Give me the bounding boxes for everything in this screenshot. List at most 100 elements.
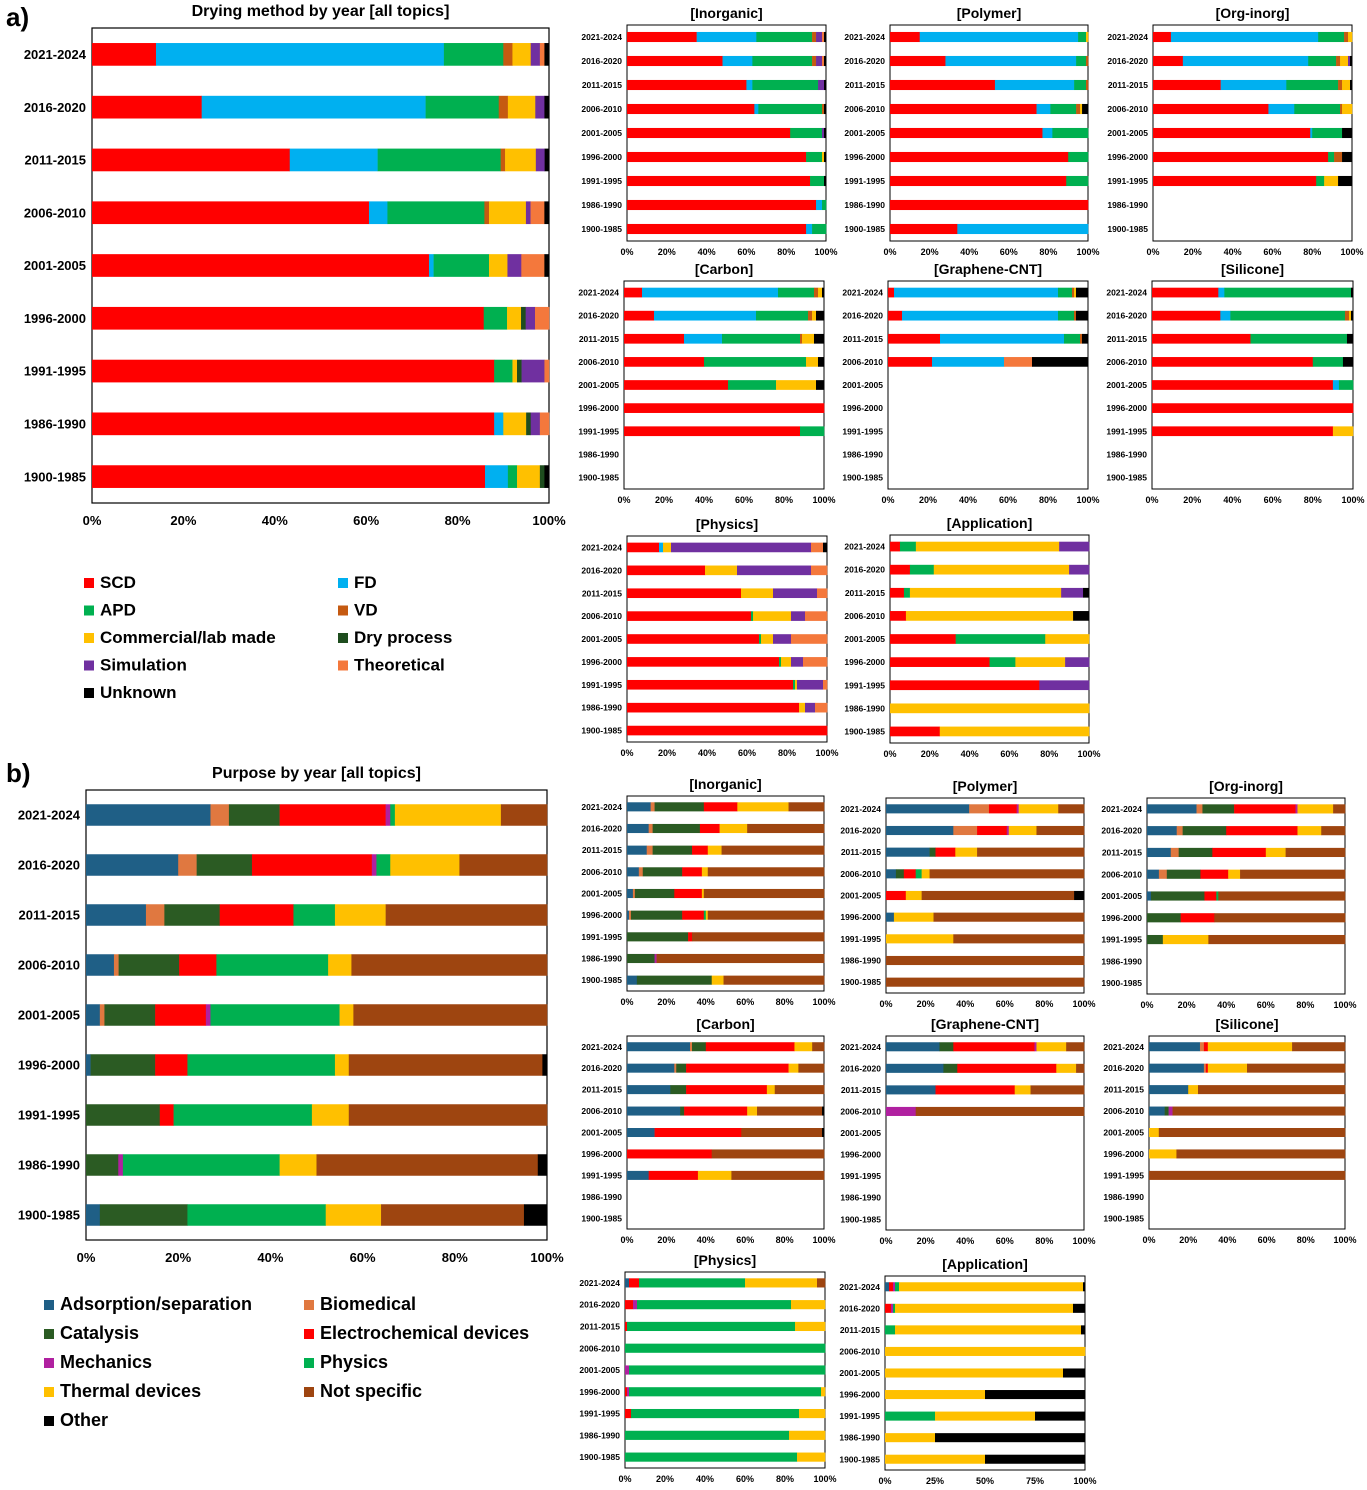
bar-segment [1147, 826, 1177, 836]
category-label: 1986-1990 [844, 200, 885, 210]
bar-segment [684, 333, 723, 344]
category-label: 1986-1990 [1106, 449, 1147, 459]
x-tick-label: 80% [776, 1235, 794, 1245]
bar-segment [789, 1430, 826, 1440]
bar-segment [670, 1085, 687, 1095]
bar-segment [1153, 79, 1221, 91]
category-label: 1900-1985 [839, 1454, 880, 1464]
x-tick-label: 60% [996, 1236, 1014, 1246]
bar-segment [86, 1004, 101, 1026]
bar-segment [682, 867, 703, 877]
bar-segment [682, 910, 705, 920]
bar-segment [1050, 103, 1077, 115]
bar-segment [890, 587, 905, 598]
bar-segment [390, 854, 460, 876]
legend-label: VD [354, 601, 378, 620]
bar-segment [1034, 1042, 1037, 1052]
bar-segment [1152, 380, 1334, 390]
bar-segment [92, 43, 157, 66]
bar-segment [86, 1104, 161, 1126]
bar-segment [1202, 804, 1235, 814]
legend-swatch [338, 633, 348, 643]
bar-segment [1008, 825, 1037, 836]
category-label: 1900-1985 [1101, 978, 1142, 988]
category-label: 1991-1995 [844, 176, 885, 186]
bar-segment [890, 175, 1067, 187]
category-label: 2006-2010 [581, 1106, 622, 1116]
x-tick-label: 20% [170, 513, 196, 528]
x-tick-label: 80% [775, 495, 793, 505]
bar-segment [711, 975, 724, 985]
bar-segment [1176, 1149, 1346, 1159]
bar-segment [919, 31, 1079, 43]
legend-swatch [338, 605, 348, 616]
legend-swatch [84, 605, 94, 616]
bar-segment [544, 148, 550, 172]
x-tick-label: 0% [881, 495, 894, 505]
legend-swatch [84, 578, 94, 588]
bar-segment [539, 465, 545, 488]
bar-segment [625, 1365, 630, 1375]
bar-segment [686, 1063, 789, 1073]
bar-segment [933, 912, 1085, 922]
bar-segment [935, 1085, 1015, 1095]
legend-purpose: Adsorption/separation Biomedical Catalysis… [44, 1294, 529, 1430]
category-label: 2011-2015 [579, 334, 619, 344]
bar-segment [705, 1042, 795, 1052]
bar-segment [507, 254, 522, 277]
chart-b-graphene: [Graphene-CNT] 2021-2024 2016-2020 2011-201… [840, 1016, 1095, 1246]
bar-segment [178, 854, 197, 876]
bar-segment [385, 804, 391, 826]
bar-segment [627, 175, 811, 187]
category-label: 2006-2010 [24, 205, 86, 220]
x-tick-label: 100% [1076, 247, 1099, 257]
x-tick-label: 80% [1303, 247, 1321, 257]
bar-segment [1348, 55, 1351, 67]
x-tick-label: 0% [879, 999, 892, 1009]
category-label: 1996-2000 [581, 152, 622, 162]
category-label: 2021-2024 [840, 804, 881, 814]
bar-segment [279, 804, 386, 826]
x-tick-label: 100% [812, 1235, 835, 1245]
category-label: 1996-2000 [579, 1387, 620, 1397]
bar-segment [705, 565, 738, 576]
bar-segment [890, 564, 911, 575]
category-label: 1900-1985 [581, 726, 622, 736]
bar-segment [500, 804, 548, 826]
x-tick-label: 0% [883, 247, 896, 257]
category-label: 2011-2015 [582, 80, 622, 90]
chart-b-orginorg: [Org-inorg] 2021-2024 2016-2020 2011-2015 20… [1101, 778, 1356, 1010]
bar-segment [1332, 426, 1354, 437]
category-label: 2016-2020 [839, 1303, 880, 1313]
bar-segment [627, 1387, 630, 1397]
category-label: 2006-2010 [579, 1343, 620, 1353]
bar-segment [627, 953, 655, 964]
bar-segment [521, 306, 526, 330]
bar-segment [800, 426, 825, 437]
bar-segment [932, 357, 1005, 367]
x-tick-label: 20% [1178, 1000, 1196, 1010]
bar-segment [1250, 333, 1348, 344]
bar-segment [943, 1063, 958, 1073]
category-label: 1986-1990 [844, 703, 885, 713]
chart-b-silicone: [Silicone] 2021-2024 2016-2020 2011-2015 200… [1103, 1016, 1356, 1245]
bar-segment [624, 380, 729, 390]
category-label: 1986-1990 [581, 703, 622, 713]
bar-segment [824, 55, 827, 67]
category-label: 2006-2010 [844, 104, 885, 114]
x-tick-label: 100% [1076, 495, 1099, 505]
bar-segment [1220, 310, 1231, 321]
x-tick-label: 0% [620, 997, 633, 1007]
bar-segment [886, 1042, 940, 1052]
x-tick-label: 60% [353, 513, 379, 528]
x-tick-label: 80% [776, 997, 794, 1007]
bar-segment [891, 1303, 894, 1313]
bar-segment [632, 888, 636, 899]
bar-segment [812, 310, 817, 321]
bar-segment [903, 869, 916, 879]
category-label: 2011-2015 [19, 908, 80, 923]
bar-segment [530, 43, 541, 66]
bar-segment [173, 1104, 313, 1126]
bar-segment [800, 333, 803, 344]
bar-segment [1188, 1085, 1199, 1095]
